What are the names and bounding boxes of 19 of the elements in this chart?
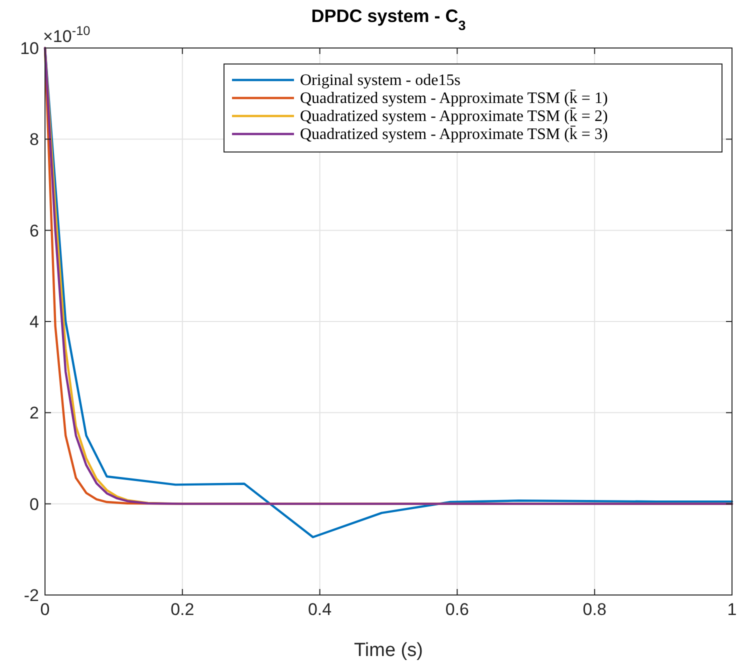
x-axis-title: Time (s) — [354, 640, 423, 661]
text: ×10$^{-10}$ — [43, 22, 90, 46]
chart-title: DPDC system - C$_{3}$ — [311, 6, 466, 32]
y-tick-label: 8 — [30, 130, 39, 150]
legend-label: Quadratized system - Approximate TSM (k̄ = 2) — [300, 107, 608, 125]
legend-label: Quadratized system - Approximate TSM (k̄ = 1) — [300, 89, 608, 107]
y-tick-label: -2 — [24, 586, 39, 605]
y-tick-label: 4 — [30, 312, 39, 332]
x-tick-label: 1 — [727, 600, 737, 619]
x-tick-label: 0.8 — [582, 600, 606, 619]
x-tick-label: 0.2 — [170, 600, 194, 619]
y-tick-label: 0 — [30, 494, 39, 514]
x-tick-label: 0.4 — [308, 600, 332, 619]
x-tick-label: 0.6 — [445, 600, 470, 619]
legend-label: Original system - ode15s — [300, 72, 460, 89]
y-tick-label: 6 — [30, 221, 39, 240]
y-tick-label: 2 — [30, 404, 39, 423]
y-tick-label: 10 — [20, 39, 39, 58]
legend-label: Quadratized system - Approximate TSM (k̄ = 3) — [300, 125, 608, 143]
